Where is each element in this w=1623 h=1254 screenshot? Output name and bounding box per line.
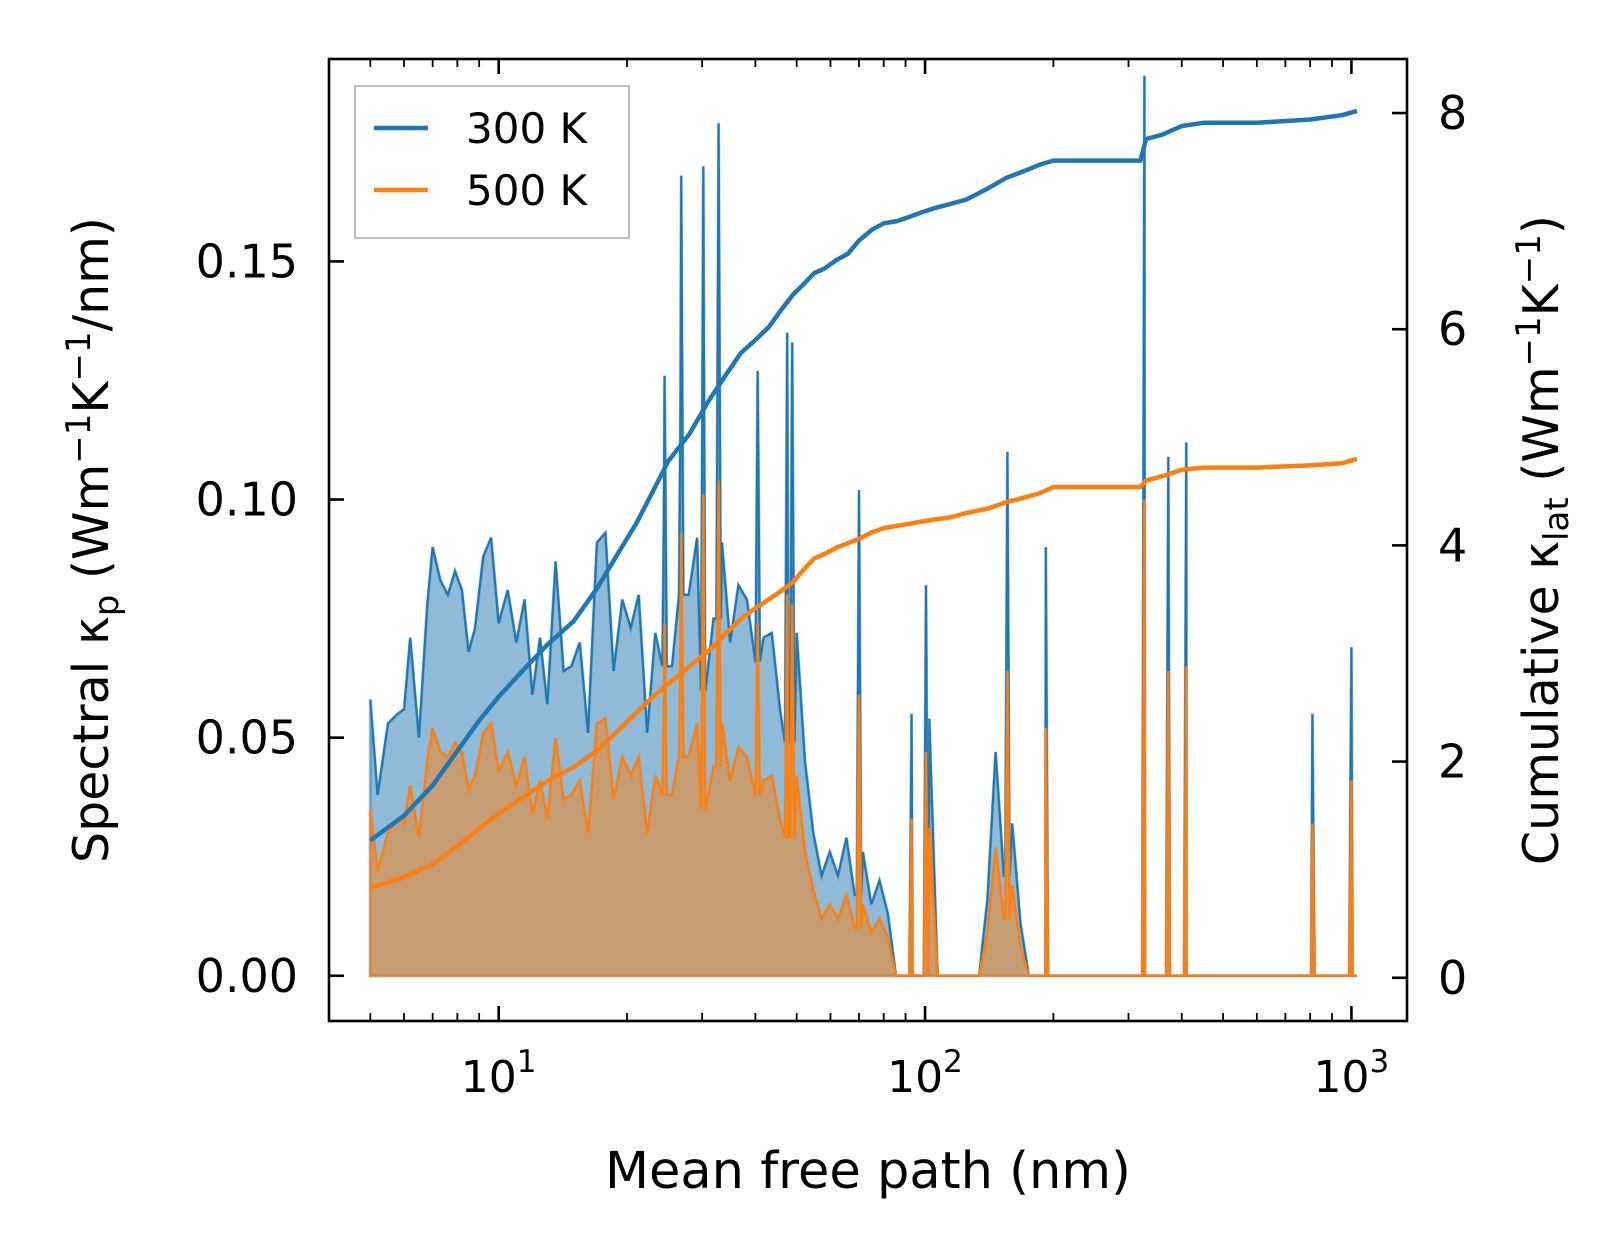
- legend-frame: [354, 85, 630, 239]
- y-axis-right-label: Cumulative κlat (Wm−1K−1): [1509, 215, 1577, 865]
- x-tick-label: 103: [1314, 1044, 1390, 1103]
- x-axis-label: Mean free path (nm): [605, 1142, 1131, 1201]
- y-left-tick-label: 0.00: [196, 949, 298, 1003]
- y-axis-left-label: Spectral κp (Wm−1K−1/nm): [59, 217, 127, 863]
- x-tick-label: 102: [887, 1044, 963, 1103]
- y-left-tick-label: 0.15: [196, 234, 298, 288]
- plot-area: [368, 75, 1358, 978]
- cumulative-line-500k: [369, 456, 1358, 891]
- y-right-tick-label: 0: [1438, 951, 1467, 1005]
- spectral-line-300k: [369, 75, 1357, 977]
- cumulative-line-300k: [368, 108, 1358, 843]
- axes-frame: [327, 57, 1409, 1023]
- y-left-tick-label: 0.10: [196, 473, 298, 527]
- legend: 300 K 500 K: [354, 85, 630, 239]
- spectral-line-500k: [369, 480, 1357, 977]
- y-right-tick-label: 4: [1438, 518, 1467, 572]
- y-left-tick-label: 0.05: [196, 711, 298, 765]
- axis-ticks: [328, 59, 1407, 1021]
- legend-label-500k: 500 K: [466, 166, 589, 215]
- axis-tick-labels: 101 102 103 0.00 0.05 0.10 0.15 0 2 4 6 8: [196, 86, 1468, 1103]
- x-tick-label: 101: [461, 1044, 537, 1103]
- y-right-tick-label: 6: [1438, 302, 1467, 356]
- cumulative-lines: [368, 108, 1358, 891]
- y-right-tick-label: 2: [1438, 735, 1467, 789]
- legend-label-300k: 300 K: [466, 104, 589, 153]
- spectral-fills: [368, 75, 1357, 978]
- y-right-tick-label: 8: [1438, 86, 1467, 140]
